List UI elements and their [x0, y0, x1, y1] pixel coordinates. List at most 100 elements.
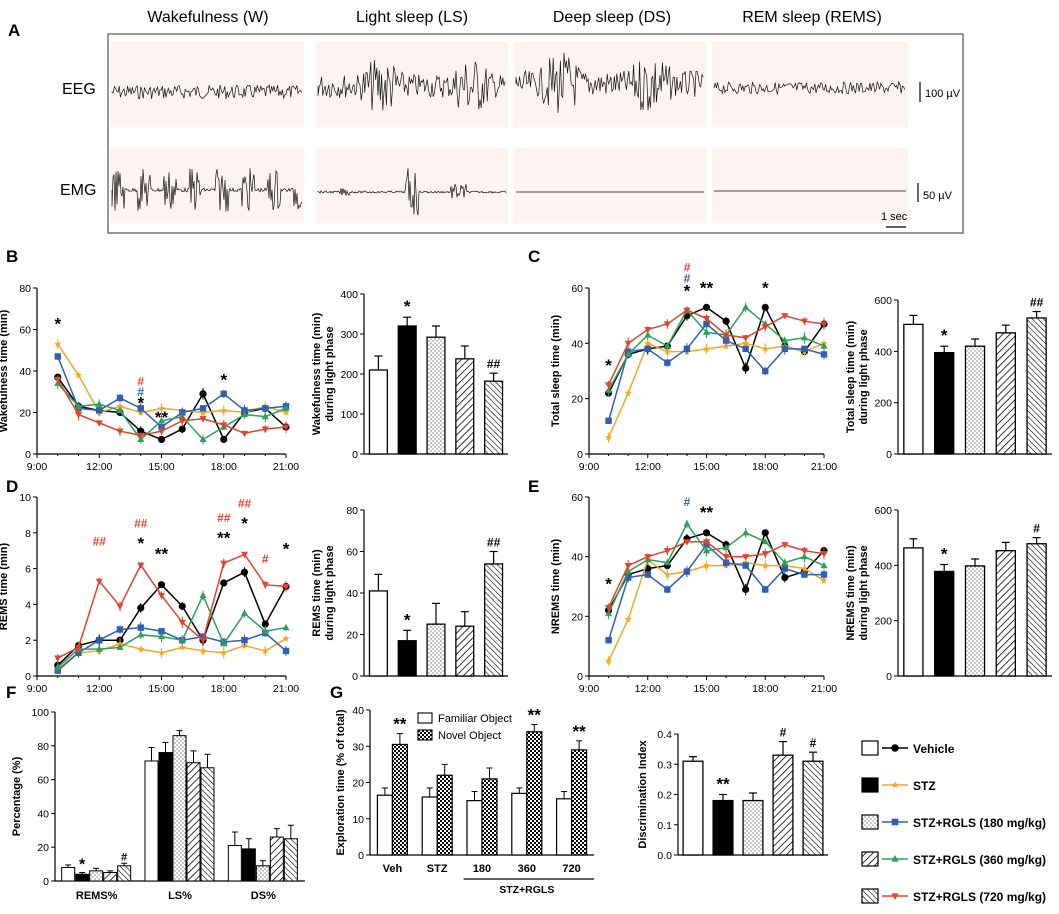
y-tick-label: 0 [886, 449, 892, 461]
x-tick-label: 9:00 [579, 683, 600, 695]
y-tick-label: 20 [571, 394, 583, 406]
significance-mark: * [941, 545, 948, 564]
bar [484, 563, 504, 677]
category-label: Veh [383, 863, 403, 875]
significance-mark: ## [134, 516, 148, 530]
legend-label: Novel Object [438, 730, 501, 742]
eeg-label: EEG [62, 81, 96, 98]
panel-label-e: E [528, 477, 539, 496]
data-point [241, 637, 248, 644]
significance-mark: * [605, 574, 612, 593]
y-tick-label: 200 [340, 369, 358, 381]
series-line-rgls360 [607, 306, 825, 391]
series-line-vehicle [607, 530, 825, 611]
y-tick-label: 0 [886, 671, 892, 683]
bar [269, 836, 284, 882]
state-title-ls: Light sleep (LS) [356, 9, 468, 26]
data-point [199, 647, 207, 654]
legend-label-rgls360: STZ+RGLS (360 mg/kg) [913, 853, 1046, 867]
category-label: 180 [473, 863, 491, 875]
x-tick-label: 15:00 [148, 461, 174, 473]
data-point [605, 609, 613, 616]
y-tick-label: 200 [874, 398, 892, 410]
series-line-rgls720 [57, 378, 287, 437]
y-tick-label: 200 [874, 616, 892, 628]
y-tick-label: 30 [352, 741, 364, 753]
eeg-background [514, 42, 706, 127]
data-point [95, 400, 103, 407]
eeg-trace-rems [713, 80, 906, 96]
data-point [781, 542, 789, 549]
data-point [95, 578, 103, 585]
data-point [178, 636, 186, 643]
y-tick-label: 400 [874, 346, 892, 358]
significance-mark: * [684, 281, 691, 300]
bar [511, 792, 528, 856]
data-point [282, 583, 290, 591]
bar-chart-G-discrimination: 0.0 0.1 0.2 0.3 0.4 Discrimination Index ** # # [637, 726, 828, 862]
y-axis-label: Total sleep time (min) [550, 315, 562, 428]
x-tick-label: 15:00 [693, 683, 719, 695]
data-point [761, 561, 769, 569]
panel-label-d: D [6, 477, 18, 496]
bar [172, 735, 187, 882]
data-point [240, 551, 249, 559]
bar [426, 336, 446, 455]
data-point [137, 604, 145, 612]
x-tick-label: 18:00 [752, 683, 778, 695]
legend-label: Familiar Object [438, 713, 512, 725]
data-point [742, 562, 749, 569]
data-point [178, 643, 186, 651]
category-label: REMS% [76, 890, 118, 902]
y-axis-label: during light phase [324, 326, 336, 421]
data-point [178, 619, 186, 627]
data-point [157, 416, 166, 424]
data-point [663, 570, 671, 578]
y-tick-label: 60 [37, 775, 49, 787]
bar-chart-B: 0 100 200 300 400 Wakefulness time (min) durin… [311, 289, 508, 461]
bar [903, 323, 924, 455]
data-point [742, 303, 750, 310]
data-point [702, 561, 711, 569]
significance-mark: ## [93, 534, 107, 548]
y-tick-label: 20 [37, 842, 49, 854]
y-tick-label: 4 [25, 599, 31, 611]
data-point [644, 571, 651, 578]
data-point [761, 324, 769, 331]
series-line-rgls720 [57, 553, 287, 659]
y-axis-label: NREMS time (min) [845, 545, 857, 641]
series-line-rgls360 [57, 593, 287, 668]
data-point [624, 615, 632, 623]
legend-label-vehicle: Vehicle [913, 742, 955, 756]
data-point [96, 637, 103, 644]
data-point [116, 428, 124, 436]
legend-swatch-rgls180 [861, 814, 879, 830]
y-tick-label: 60 [571, 283, 583, 295]
data-point [116, 603, 124, 611]
series-line-rgls180 [607, 543, 824, 641]
bar [397, 640, 417, 677]
significance-mark: # [780, 726, 787, 740]
y-tick-label: 20 [19, 408, 31, 420]
data-point [781, 565, 789, 572]
bar [436, 774, 453, 856]
data-point [644, 326, 652, 334]
y-axis-label: Discrimination Index [637, 740, 649, 849]
bar [186, 762, 201, 882]
emg-label: EMG [60, 182, 96, 199]
y-tick-label: 0 [358, 850, 364, 862]
data-point [742, 585, 750, 594]
bar [455, 358, 475, 455]
significance-mark: # [810, 736, 817, 750]
significance-mark: * [283, 539, 290, 558]
significance-mark: * [241, 514, 248, 533]
data-point [605, 386, 613, 393]
eeg-trace-ds [515, 52, 704, 113]
data-point [95, 420, 103, 427]
data-point [137, 562, 145, 569]
data-point [178, 425, 186, 433]
eeg-scale-label: 100 µV [925, 88, 961, 100]
significance-mark: * [220, 371, 227, 390]
bar [964, 345, 986, 455]
x-tick-label: 21:00 [811, 683, 837, 695]
